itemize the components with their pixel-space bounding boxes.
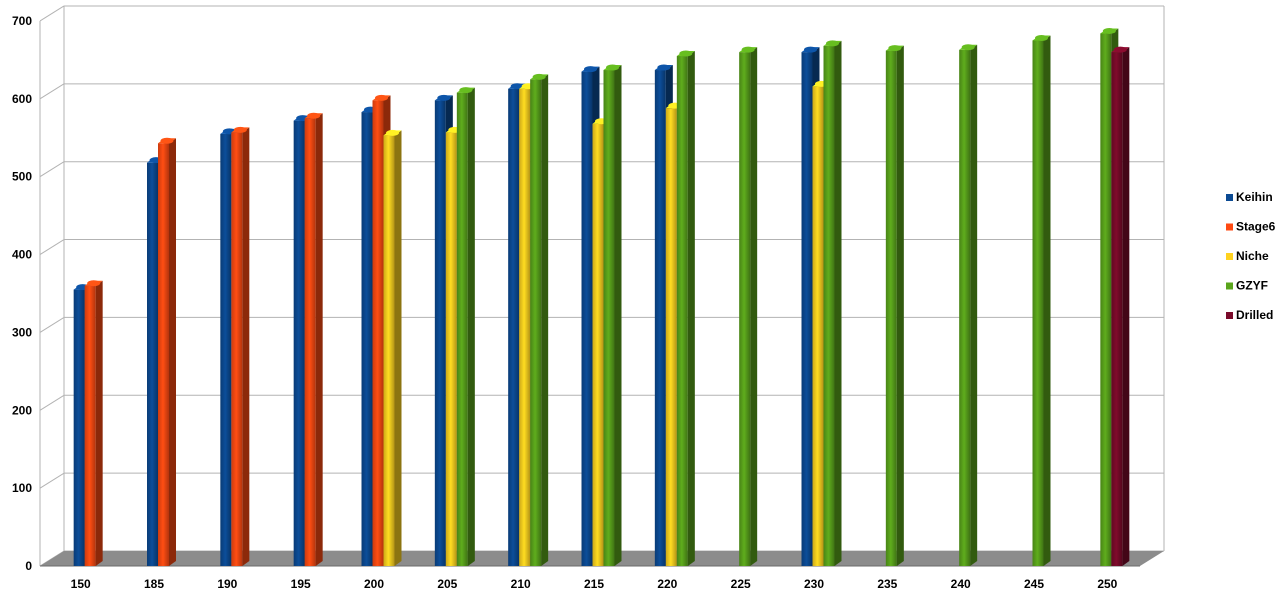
x-tick-label: 230	[804, 577, 824, 591]
bar-gzyf-205	[456, 87, 475, 566]
x-tick-label: 205	[437, 577, 457, 591]
legend-item-keihin: Keihin	[1226, 190, 1273, 204]
x-tick-label: 250	[1097, 577, 1117, 591]
x-tick-label: 150	[71, 577, 91, 591]
legend-item-niche: Niche	[1226, 249, 1269, 263]
bar-drilled-250	[1111, 46, 1130, 566]
x-tick-label: 200	[364, 577, 384, 591]
gridline-side	[39, 5, 65, 22]
x-tick-label: 195	[291, 577, 311, 591]
bars	[73, 27, 1130, 567]
axes: 0 100 200 300 400 500 600 700 150 185 190 195 200 205…	[12, 14, 1118, 591]
y-tick-label: 500	[12, 170, 32, 184]
y-tick-label: 700	[12, 14, 32, 28]
y-tick-label: 200	[12, 403, 32, 417]
y-tick-label: 400	[12, 248, 32, 262]
gridline-side	[39, 394, 65, 411]
y-tick-label: 600	[12, 92, 32, 106]
legend-item-drilled: Drilled	[1226, 308, 1273, 322]
gridline-side	[39, 83, 65, 100]
gridline-side	[39, 472, 65, 489]
legend-swatch	[1226, 253, 1233, 260]
x-tick-label: 245	[1024, 577, 1044, 591]
bar-gzyf-225	[739, 46, 758, 566]
legend-swatch	[1226, 282, 1233, 290]
bar-gzyf-230	[823, 40, 842, 566]
legend-swatch	[1226, 194, 1233, 201]
legend-item-gzyf: GZYF	[1226, 279, 1268, 293]
bar-stage6-190	[231, 126, 250, 567]
y-tick-label: 100	[12, 481, 32, 495]
bar-stage6-150	[84, 280, 103, 566]
legend-label: Drilled	[1236, 308, 1273, 322]
bar-gzyf-215	[603, 64, 622, 566]
legend-item-stage6: Stage6	[1226, 220, 1276, 234]
x-tick-label: 190	[217, 577, 237, 591]
x-tick-label: 235	[877, 577, 897, 591]
x-tick-label: 225	[731, 577, 751, 591]
legend-label: Keihin	[1236, 190, 1273, 204]
gridline-side	[39, 316, 65, 333]
y-tick-label: 0	[25, 559, 32, 573]
bar-niche-200	[383, 129, 402, 566]
x-tick-label: 185	[144, 577, 164, 591]
bar-gzyf-245	[1032, 34, 1051, 566]
legend-label: Niche	[1236, 249, 1269, 263]
gridline-side	[39, 161, 65, 178]
x-tick-label: 210	[511, 577, 531, 591]
x-tick-label: 215	[584, 577, 604, 591]
bar-gzyf-235	[885, 45, 904, 567]
x-tick-label: 220	[657, 577, 677, 591]
legend-label: Stage6	[1236, 220, 1276, 234]
gridline-side	[39, 239, 65, 255]
x-tick-label: 240	[951, 577, 971, 591]
legend: Keihin Stage6 Niche GZYF Drilled	[1226, 190, 1276, 322]
legend-label: GZYF	[1236, 279, 1268, 293]
bar-gzyf-210	[530, 73, 549, 566]
bar-gzyf-240	[959, 44, 978, 566]
bar-stage6-195	[304, 112, 323, 567]
y-tick-label: 300	[12, 325, 32, 339]
bar-gzyf-220	[676, 50, 695, 567]
bar-stage6-185	[158, 137, 176, 566]
legend-swatch	[1226, 223, 1233, 231]
legend-swatch	[1226, 312, 1233, 319]
